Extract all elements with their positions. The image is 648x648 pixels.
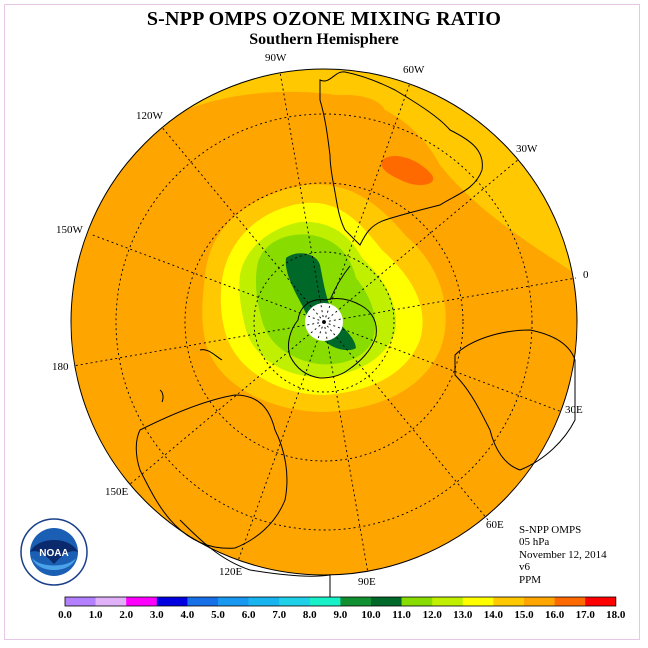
lon-label-180: 180 bbox=[52, 361, 69, 373]
colorbar-swatches bbox=[64, 596, 617, 607]
colorbar-ticks: 0.0 1.0 2.0 3.0 4.0 5.0 6.0 7.0 8.0 9.0 10.0 11.0 12… bbox=[58, 609, 626, 621]
colorbar-swatch bbox=[524, 597, 555, 606]
lon-label-90e: 90E bbox=[358, 576, 376, 588]
colorbar-tick-label: 11.0 bbox=[392, 609, 411, 621]
colorbar-swatch bbox=[95, 597, 127, 606]
info-instrument: S-NPP OMPS bbox=[519, 524, 582, 536]
colorbar-swatch bbox=[371, 597, 402, 606]
lon-label-30e: 30E bbox=[565, 404, 583, 416]
colorbar-swatch bbox=[462, 597, 494, 606]
ozone-contour-16 bbox=[381, 155, 434, 186]
figure-frame bbox=[4, 4, 640, 640]
colorbar-swatch bbox=[585, 597, 617, 606]
coastline-new-zealand bbox=[159, 349, 223, 403]
colorbar-swatch bbox=[65, 597, 96, 606]
colorbar-swatch bbox=[340, 597, 372, 606]
coastline-asia bbox=[179, 519, 331, 600]
colorbar-swatch bbox=[432, 597, 464, 606]
longitude-labels: 90W 60W 120W 30W 150W 0 180 30E 150E 60E… bbox=[52, 52, 589, 588]
colorbar-tick-label: 13.0 bbox=[453, 609, 473, 621]
colorbar-tick-label: 16.0 bbox=[545, 609, 565, 621]
colorbar-tick-label: 7.0 bbox=[272, 609, 286, 621]
lon-label-150e: 150E bbox=[105, 486, 129, 498]
info-pressure: 05 hPa bbox=[519, 536, 550, 549]
lon-label-30w: 30W bbox=[516, 143, 538, 155]
colorbar-tick-label: 15.0 bbox=[514, 609, 534, 621]
colorbar-tick-label: 3.0 bbox=[150, 609, 164, 621]
coastline-antarctica bbox=[287, 265, 377, 379]
colorbar-tick-label: 12.0 bbox=[423, 609, 443, 621]
colorbar-tick-label: 18.0 bbox=[606, 609, 626, 621]
lon-label-60w: 60W bbox=[403, 64, 425, 76]
noaa-logo: NOAA bbox=[20, 518, 88, 586]
colorbar-swatch bbox=[309, 597, 341, 606]
info-units: PPM bbox=[519, 573, 542, 586]
colorbar-swatch bbox=[156, 597, 188, 606]
map-subtitle: Southern Hemisphere bbox=[249, 31, 399, 48]
noaa-logo-text: NOAA bbox=[39, 548, 68, 559]
ozone-contour-15-north bbox=[157, 95, 386, 171]
lon-label-0: 0 bbox=[583, 269, 589, 281]
colorbar-swatch bbox=[401, 597, 433, 606]
colorbar-border bbox=[64, 596, 617, 607]
colorbar-tick-label: 10.0 bbox=[361, 609, 381, 621]
lon-label-120w: 120W bbox=[136, 110, 164, 122]
colorbar-swatch bbox=[248, 597, 280, 606]
colorbar-tick-label: 17.0 bbox=[576, 609, 596, 621]
colorbar-swatch bbox=[218, 597, 249, 606]
colorbar-tick-label: 9.0 bbox=[334, 609, 348, 621]
lon-label-60e: 60E bbox=[486, 519, 504, 531]
lon-label-150w: 150W bbox=[56, 224, 84, 236]
lon-label-90w: 90W bbox=[265, 52, 287, 64]
colorbar-swatch bbox=[187, 597, 219, 606]
colorbar-swatch bbox=[279, 597, 311, 606]
coastline-australia bbox=[135, 394, 288, 549]
colorbar-tick-label: 6.0 bbox=[242, 609, 256, 621]
colorbar-tick-label: 2.0 bbox=[119, 609, 133, 621]
colorbar-swatch bbox=[554, 597, 586, 606]
colorbar-tick-label: 8.0 bbox=[303, 609, 317, 621]
coastlines bbox=[135, 71, 576, 600]
coastline-south-america bbox=[319, 71, 483, 246]
colorbar-swatch bbox=[493, 597, 525, 606]
info-version: v6 bbox=[519, 561, 530, 574]
colorbar-tick-label: 14.0 bbox=[484, 609, 504, 621]
map-border bbox=[70, 68, 578, 576]
colorbar-swatch bbox=[126, 597, 158, 606]
info-date: November 12, 2014 bbox=[519, 548, 607, 561]
coastline-africa bbox=[454, 329, 576, 471]
colorbar-tick-label: 1.0 bbox=[89, 609, 103, 621]
lon-label-120e: 120E bbox=[219, 566, 243, 578]
colorbar-tick-label: 5.0 bbox=[211, 609, 225, 621]
colorbar-tick-label: 0.0 bbox=[58, 609, 72, 621]
colorbar-tick-label: 4.0 bbox=[181, 609, 195, 621]
info-panel: S-NPP OMPS 05 hPa November 12, 2014 v6 P… bbox=[519, 524, 607, 586]
map-title: S-NPP OMPS OZONE MIXING RATIO bbox=[146, 8, 502, 30]
graticule bbox=[72, 71, 577, 574]
